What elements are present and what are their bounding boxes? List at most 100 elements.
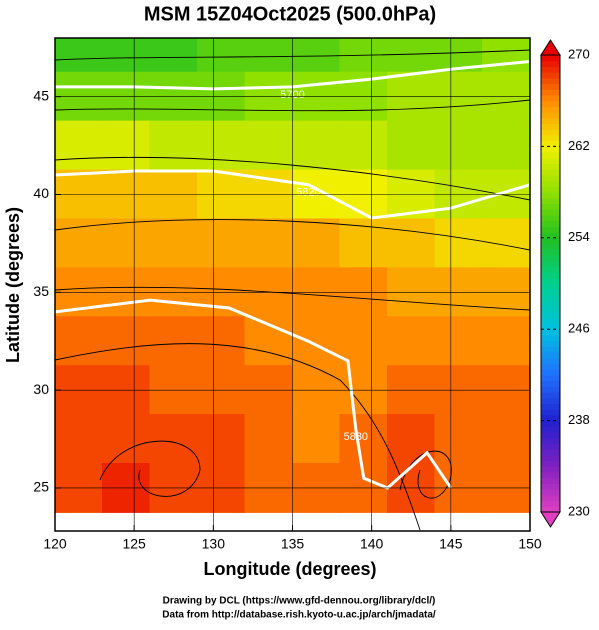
chart-title: MSM 15Z04Oct2025 (500.0hPa)	[144, 3, 436, 25]
field-cell	[55, 414, 103, 465]
colorbar-swatch	[541, 472, 560, 479]
x-axis-label: Longitude (degrees)	[203, 559, 376, 579]
colorbar-swatch	[541, 277, 560, 284]
field-cell	[102, 414, 151, 465]
colorbar-swatch	[541, 180, 560, 187]
field-cell	[482, 38, 530, 73]
colorbar-swatch	[541, 209, 560, 216]
field-cell	[339, 38, 388, 73]
colorbar-swatch	[541, 306, 560, 313]
colorbar-swatch	[541, 494, 560, 502]
colorbar-swatch	[541, 437, 560, 444]
streamline	[55, 156, 530, 201]
colorbar-swatch	[541, 89, 560, 96]
colorbar-swatch	[541, 197, 560, 205]
field-cell	[197, 316, 246, 367]
colorbar-swatch	[541, 397, 560, 404]
field-cell	[197, 38, 246, 73]
colorbar-swatch	[541, 186, 560, 193]
x-tick-label: 145	[439, 536, 463, 552]
colorbar-tick-label: 230	[568, 503, 590, 518]
colorbar-swatch	[541, 300, 560, 307]
field-cell	[339, 316, 388, 367]
field-cell	[55, 120, 103, 171]
colorbar-tick-label: 246	[568, 321, 590, 336]
x-tick-label: 125	[122, 536, 146, 552]
colorbar-swatch	[541, 174, 560, 182]
field-cell	[197, 120, 246, 171]
colorbar-swatch	[541, 243, 560, 250]
colorbar-tick-label: 270	[568, 46, 590, 61]
colorbar-swatch	[541, 129, 560, 136]
colorbar-swatch	[541, 100, 560, 107]
streamline	[399, 450, 452, 499]
field-cell	[482, 120, 530, 171]
colorbar-tick-label: 238	[568, 412, 590, 427]
colorbar-swatch	[541, 380, 560, 387]
y-tick-label: 25	[33, 479, 49, 495]
colorbar-swatch	[541, 489, 560, 496]
contour-label: 5880	[344, 431, 368, 443]
colorbar-swatch	[541, 317, 560, 324]
streamline	[55, 99, 530, 112]
colorbar-swatch	[541, 466, 560, 473]
colorbar-swatch	[541, 323, 560, 330]
colorbar-swatch	[541, 403, 560, 410]
colorbar-swatch	[541, 77, 560, 85]
field-cell	[149, 218, 198, 269]
streamline	[55, 343, 421, 531]
colorbar-swatch	[541, 55, 560, 62]
field-cell	[149, 316, 198, 367]
colorbar-swatch	[541, 272, 560, 279]
y-tick-label: 30	[33, 381, 49, 397]
colorbar-swatch	[541, 420, 560, 427]
y-tick-label: 35	[33, 283, 49, 299]
field-cell	[482, 414, 530, 465]
x-tick-label: 150	[518, 536, 542, 552]
colorbar-swatch	[541, 369, 560, 376]
field-cell	[434, 38, 483, 73]
colorbar-swatch	[541, 157, 560, 165]
colorbar-swatch	[541, 283, 560, 290]
field-cell	[292, 120, 341, 171]
colorbar-swatch	[541, 483, 560, 490]
colorbar-swatch	[541, 477, 560, 484]
field-cell	[434, 414, 483, 465]
colorbar-swatch	[541, 312, 560, 319]
field-cell	[292, 414, 341, 465]
colorbar-swatch	[541, 249, 560, 256]
colorbar-arrow	[540, 39, 561, 56]
field-cell	[149, 120, 198, 171]
colorbar-swatch	[541, 134, 560, 142]
field-cell	[55, 316, 103, 367]
colorbar-tick-label: 262	[568, 138, 590, 153]
colorbar-swatch	[541, 414, 560, 422]
field-cell	[55, 218, 103, 269]
y-axis-label: Latitude (degrees)	[3, 207, 23, 363]
colorbar-swatch	[541, 66, 560, 73]
colorbar-arrow	[540, 511, 561, 528]
colorbar-swatch	[541, 140, 560, 147]
colorbar-swatch	[541, 163, 560, 170]
colorbar-frame	[540, 54, 561, 513]
colorbar-swatch	[541, 500, 560, 507]
colorbar-swatch	[541, 117, 560, 125]
colorbar-swatch	[541, 374, 560, 382]
colorbar-swatch	[541, 363, 560, 370]
colorbar-swatch	[541, 340, 560, 347]
field-cell	[292, 316, 341, 367]
field-cell	[434, 316, 483, 367]
colorbar-swatch	[541, 506, 560, 513]
colorbar-swatch	[541, 106, 560, 113]
colorbar-swatch	[541, 112, 560, 119]
colorbar-swatch	[541, 449, 560, 456]
field-cell	[339, 414, 388, 465]
streamline	[99, 440, 201, 497]
field-cell	[244, 414, 293, 465]
colorbar-swatch	[541, 334, 560, 342]
colorbar-swatch	[541, 386, 560, 393]
colorbar-swatch	[541, 346, 560, 353]
colorbar-swatch	[541, 203, 560, 210]
streamline	[55, 49, 530, 61]
